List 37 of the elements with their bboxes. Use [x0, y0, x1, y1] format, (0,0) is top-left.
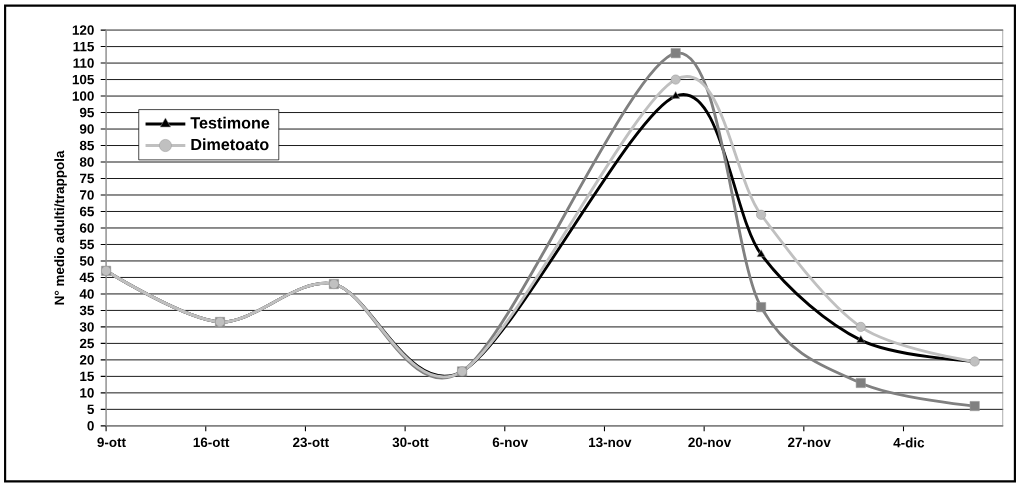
y-tick-label: 115	[73, 41, 95, 52]
y-tick-label: 45	[79, 272, 95, 283]
y-tick-label: 10	[80, 388, 94, 398]
x-tick-label: 27-nov	[788, 437, 831, 448]
y-tick-label: 70	[80, 190, 94, 200]
y-tick-label: 20	[79, 355, 94, 365]
y-tick-label: 60	[79, 223, 94, 233]
y-tick-label: 0	[87, 421, 94, 431]
x-tick-label: 4-dic	[893, 437, 925, 448]
y-tick-label: 80	[79, 157, 94, 167]
y-tick-label: 5	[87, 404, 95, 415]
y-tick-label: 25	[79, 338, 95, 349]
y-tick-label: 90	[79, 124, 94, 134]
x-tick-label: 13-nov	[589, 437, 632, 448]
x-tick-label: 9-ott	[97, 437, 126, 448]
y-tick-label: 50	[79, 256, 94, 266]
x-tick-label: 30-ott	[392, 437, 429, 448]
x-tick-label: 20-nov	[688, 437, 732, 448]
legend-label: Testimone	[190, 116, 270, 129]
legend-label: Dimetoato	[191, 138, 269, 151]
y-tick-label: 75	[80, 173, 95, 184]
y-axis-title: N° medio adulti/trappola	[54, 150, 67, 305]
y-tick-label: 100	[72, 91, 94, 101]
y-tick-label: 120	[72, 25, 94, 35]
x-tick-label: 23-ott	[293, 437, 329, 448]
x-tick-label: 16-ott	[193, 437, 230, 448]
y-tick-label: 65	[79, 206, 95, 217]
x-tick-label: 6-nov	[492, 437, 529, 448]
y-tick-label: 110	[73, 58, 94, 68]
y-tick-label: 85	[79, 140, 95, 151]
y-tick-label: 40	[79, 289, 94, 299]
y-tick-label: 105	[72, 74, 95, 85]
y-tick-label: 35	[79, 305, 95, 316]
y-tick-label: 30	[79, 322, 94, 332]
y-tick-label: 15	[80, 371, 95, 382]
y-tick-label: 55	[79, 239, 95, 250]
y-tick-label: 95	[79, 107, 95, 118]
